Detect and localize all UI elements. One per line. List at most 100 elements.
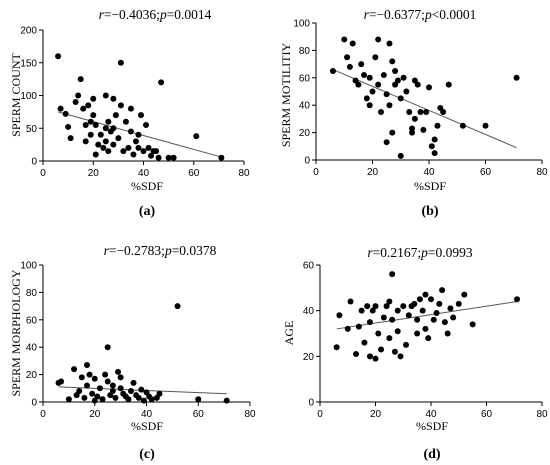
data-point-c-15 xyxy=(96,385,103,392)
data-point-a-9 xyxy=(82,121,89,128)
data-point-b-44 xyxy=(434,122,441,129)
y-tick-label-d-0: 0 xyxy=(308,398,314,409)
data-point-d-48 xyxy=(461,291,468,298)
data-point-b-13 xyxy=(372,54,379,61)
data-point-d-27 xyxy=(403,341,410,348)
data-point-b-39 xyxy=(423,109,430,116)
data-point-a-55 xyxy=(218,154,225,161)
data-point-d-1 xyxy=(336,312,343,319)
panel-d: r=0.2167;p=0.0993 0 20 40 60 80 0 20 40 60 AGE %… xyxy=(282,245,548,462)
data-point-c-6 xyxy=(78,374,85,381)
data-point-c-22 xyxy=(109,388,116,395)
data-point-a-36 xyxy=(125,144,132,151)
y-tick-label-b-5: 100 xyxy=(293,19,310,30)
data-point-a-23 xyxy=(102,138,109,145)
data-point-a-14 xyxy=(90,112,97,119)
x-tick-label-b-2: 40 xyxy=(423,167,435,178)
regression-line-d xyxy=(336,301,518,330)
data-point-c-21 xyxy=(109,382,116,389)
data-point-b-26 xyxy=(394,77,401,84)
data-point-b-30 xyxy=(403,88,410,95)
data-point-a-3 xyxy=(65,123,72,130)
data-point-a-50 xyxy=(155,154,162,161)
data-point-b-43 xyxy=(431,136,438,143)
data-point-d-40 xyxy=(433,309,440,316)
y-tick-label-b-3: 60 xyxy=(299,73,311,84)
y-tick-label-b-4: 80 xyxy=(299,46,311,57)
data-point-d-44 xyxy=(444,330,451,337)
stat-annotation-b: r=−0.6377;p<0.0001 xyxy=(364,7,477,22)
data-point-d-26 xyxy=(400,303,407,310)
data-point-b-1 xyxy=(341,36,348,43)
y-tick-label-d-2: 40 xyxy=(303,306,315,317)
y-axis-label-d: AGE xyxy=(282,321,296,346)
x-axis-label-c: %SDF xyxy=(131,419,163,433)
data-point-d-17 xyxy=(383,303,390,310)
data-point-d-16 xyxy=(380,314,387,321)
data-point-b-21 xyxy=(386,102,393,109)
data-point-c-19 xyxy=(104,378,111,385)
data-point-a-37 xyxy=(127,105,134,112)
data-point-b-28 xyxy=(397,152,404,159)
data-point-c-31 xyxy=(130,379,137,386)
data-point-b-10 xyxy=(366,74,373,81)
data-point-d-4 xyxy=(353,351,360,358)
y-axis-label-c: SPERM MORPHOLOGY xyxy=(9,269,23,396)
y-tick-label-a-3: 150 xyxy=(20,58,37,69)
data-point-c-26 xyxy=(117,385,124,392)
data-point-b-19 xyxy=(383,139,390,146)
data-point-b-3 xyxy=(346,63,353,70)
data-point-a-8 xyxy=(80,105,87,112)
data-point-c-29 xyxy=(125,396,132,403)
data-point-c-23 xyxy=(112,394,119,401)
data-point-d-2 xyxy=(344,325,351,332)
data-point-a-22 xyxy=(102,125,109,132)
x-tick-label-d-2: 40 xyxy=(425,409,437,420)
panel-a: r=−0.4036;p=0.0014 0 20 40 60 80 0 50 100 150 200… xyxy=(9,7,250,219)
plot-area-a: 0 20 40 60 80 0 50 100 150 200 xyxy=(20,26,250,180)
data-point-c-1 xyxy=(58,378,65,385)
x-tick-label-c-2: 40 xyxy=(141,409,153,420)
y-axis-label-b: SPERM MOTILITIY xyxy=(279,43,293,148)
y-tick-label-c-5: 100 xyxy=(20,261,37,272)
x-tick-label-b-1: 20 xyxy=(367,167,379,178)
data-point-a-4 xyxy=(67,135,74,142)
data-point-c-11 xyxy=(89,390,96,397)
data-point-b-9 xyxy=(363,95,370,102)
y-tick-label-b-1: 20 xyxy=(299,128,311,139)
data-point-b-32 xyxy=(409,125,416,132)
data-point-b-40 xyxy=(426,84,432,91)
plot-area-c: 0 20 40 60 80 0 20 40 60 80 100 xyxy=(20,261,256,421)
data-point-a-43 xyxy=(137,112,144,119)
panel-label-c: (c) xyxy=(139,447,155,462)
data-point-b-50 xyxy=(513,74,520,81)
data-point-a-21 xyxy=(102,92,109,99)
data-point-b-23 xyxy=(389,129,396,136)
x-tick-label-a-2: 40 xyxy=(138,168,150,179)
data-point-a-29 xyxy=(110,141,117,148)
y-axis-label-a: SPERM COUNT xyxy=(9,52,23,136)
data-point-d-50 xyxy=(514,296,521,303)
data-point-a-44 xyxy=(140,148,147,155)
data-point-d-0 xyxy=(333,344,340,351)
panel-label-a: (a) xyxy=(139,204,156,219)
data-point-d-6 xyxy=(358,307,365,314)
data-point-c-12 xyxy=(91,375,98,382)
data-point-a-5 xyxy=(72,99,79,106)
data-point-d-28 xyxy=(405,312,412,319)
data-point-c-2 xyxy=(65,396,72,403)
y-tick-label-a-2: 100 xyxy=(20,91,37,102)
data-point-a-20 xyxy=(100,144,107,151)
data-point-d-15 xyxy=(378,346,385,353)
data-point-d-42 xyxy=(439,287,446,294)
y-tick-label-c-0: 0 xyxy=(31,398,37,409)
y-tick-label-c-2: 40 xyxy=(26,343,38,354)
y-tick-label-a-4: 200 xyxy=(20,26,37,37)
x-tick-label-a-4: 80 xyxy=(238,168,250,179)
data-point-a-40 xyxy=(132,138,139,145)
data-point-b-47 xyxy=(445,81,452,88)
data-point-b-41 xyxy=(428,143,435,150)
data-point-d-22 xyxy=(391,348,398,355)
data-point-d-21 xyxy=(389,316,396,323)
x-tick-label-b-0: 0 xyxy=(313,167,319,178)
